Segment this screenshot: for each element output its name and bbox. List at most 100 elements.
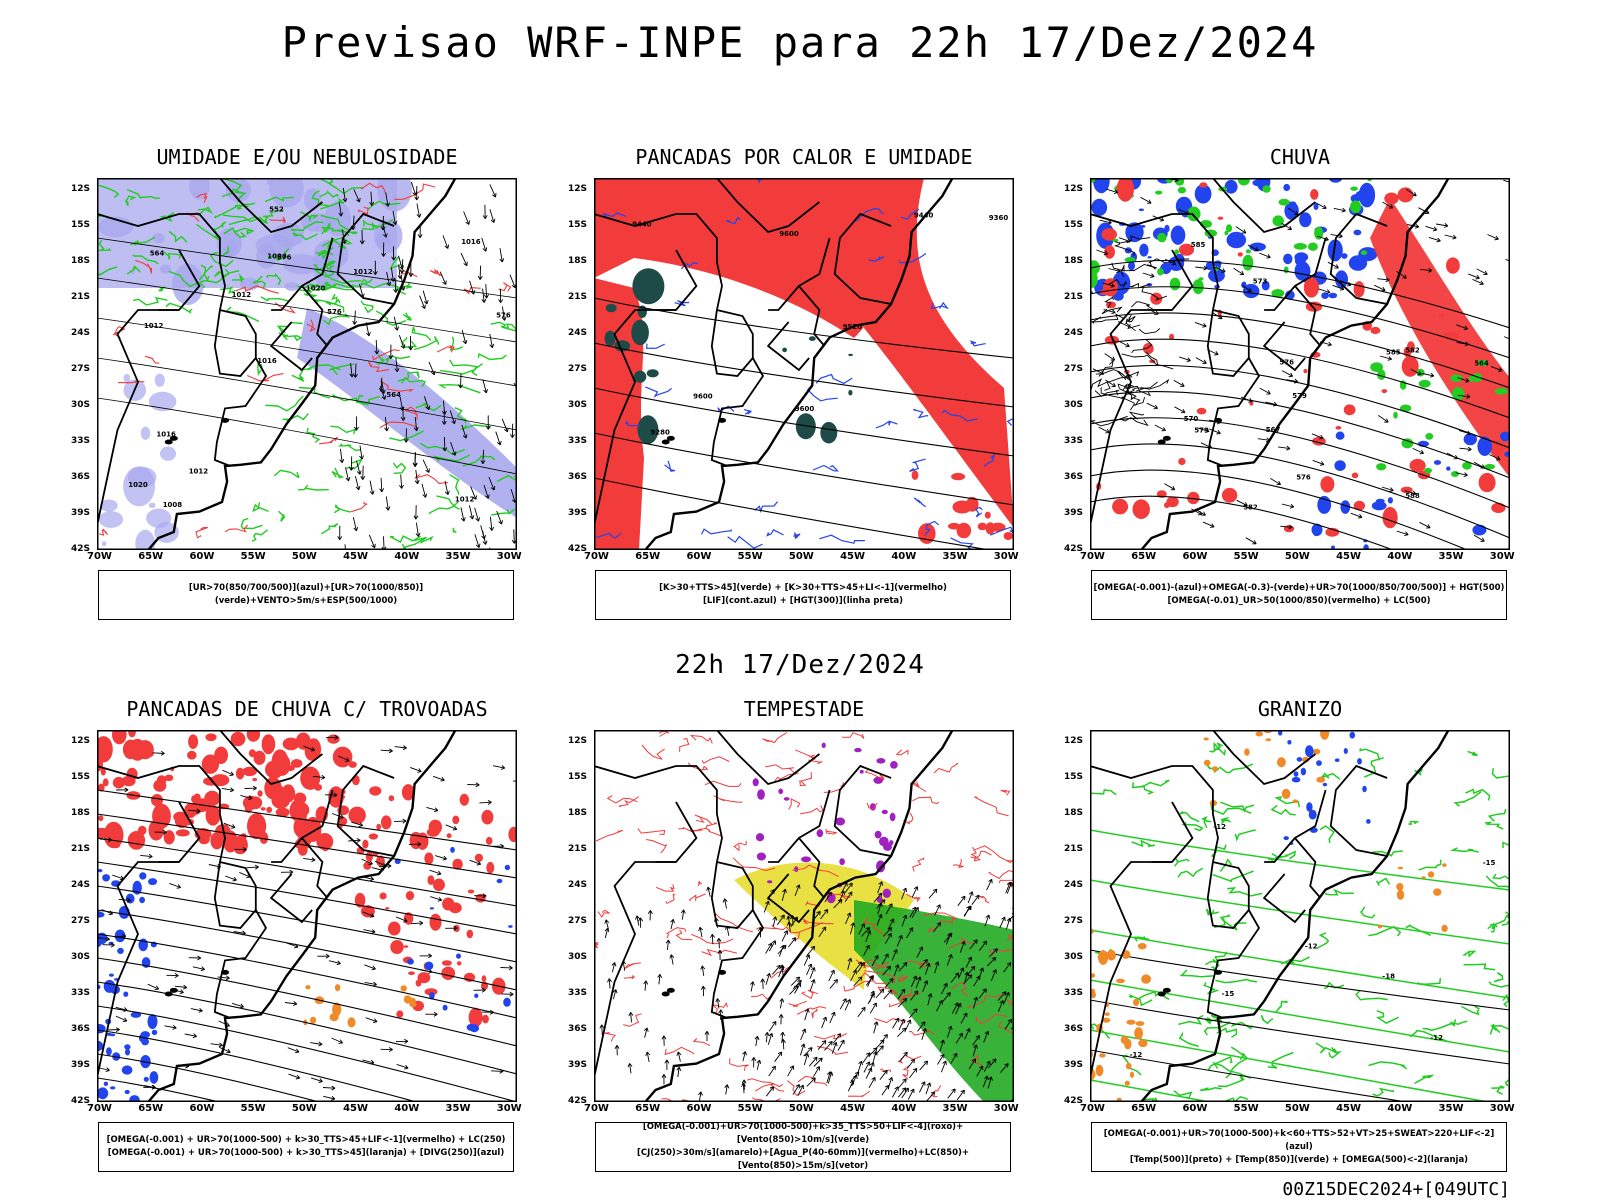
contour-squiggle [775, 926, 800, 934]
field-blob [432, 878, 445, 892]
contour-squiggle [874, 1018, 907, 1026]
contour-squiggle [1414, 1074, 1435, 1084]
wind-vector [892, 1017, 900, 1029]
field-blob [100, 767, 106, 776]
field-blob [1300, 767, 1307, 776]
contour-squiggle [1502, 841, 1510, 849]
field-blob [1349, 731, 1356, 739]
wind-vector [1235, 226, 1247, 234]
field-blob [459, 793, 469, 806]
wind-vector [955, 1032, 963, 1044]
wind-vector [717, 949, 723, 961]
field-blob [752, 778, 759, 787]
contour-squiggle [462, 455, 496, 467]
legend-line: [OMEGA(-0.001) + UR>70(1000-500) + k>30_… [107, 1148, 505, 1158]
field-blob [1199, 182, 1208, 188]
field-blob [127, 466, 157, 488]
contour-squiggle [726, 216, 741, 225]
wind-vector [780, 1031, 786, 1043]
contour-squiggle [299, 364, 341, 371]
field-blob [141, 1037, 149, 1046]
field-blob [835, 817, 846, 826]
field-blob [149, 1071, 159, 1084]
field-blob [1494, 388, 1508, 395]
field-blob [156, 775, 167, 785]
lon-tick-label: 65W [138, 1103, 164, 1114]
wind-vector [1140, 196, 1152, 204]
wind-vector [416, 203, 422, 218]
wind-vector [1327, 261, 1339, 269]
border-line [301, 837, 329, 899]
wind-vector [765, 1086, 775, 1097]
border-line [710, 357, 765, 467]
field-blob [1418, 379, 1431, 388]
field-blob [1401, 438, 1414, 449]
field-blob [139, 872, 147, 880]
lat-tick-label: 15S [568, 772, 588, 782]
wind-vector [1281, 222, 1293, 230]
wind-vector [495, 431, 502, 446]
lat-tick-label: 27S [1064, 916, 1084, 926]
field-blob [97, 1040, 104, 1052]
field-blob [1362, 785, 1367, 793]
contour-squiggle [1227, 887, 1263, 897]
contour-squiggle [300, 211, 320, 223]
lon-tick-label: 50W [1284, 1103, 1310, 1114]
contour-squiggle [1491, 768, 1510, 779]
contour-squiggle [367, 200, 401, 211]
contour-line [97, 1029, 419, 1102]
wind-vector [217, 975, 230, 981]
contour-squiggle [1201, 816, 1212, 829]
wind-vector [698, 1091, 703, 1102]
wind-vector [399, 259, 405, 274]
wind-vector [481, 237, 488, 252]
contour-squiggle [679, 738, 690, 752]
field-blob [126, 767, 138, 781]
wind-vector [828, 969, 835, 982]
wind-vector [794, 884, 801, 897]
wind-vector [1457, 377, 1470, 383]
field-blob [1271, 289, 1285, 298]
field-blob [881, 809, 888, 815]
contour-squiggle [389, 535, 421, 544]
contour-label: 9600 [779, 230, 799, 238]
lat-tick-label: 24S [71, 880, 91, 890]
field-blob [214, 746, 228, 764]
wind-vector [670, 918, 675, 930]
wind-vector [414, 185, 420, 201]
contour-squiggle [1372, 850, 1403, 857]
wind-vector [1010, 1025, 1014, 1030]
wind-vector [885, 903, 893, 915]
field-blob [124, 1089, 130, 1095]
field-blob [1147, 256, 1152, 259]
field-blob [304, 816, 322, 842]
field-blob [1358, 182, 1376, 208]
wind-vector [474, 507, 481, 522]
contour-line [1090, 999, 1510, 1065]
field-blob [1091, 198, 1108, 216]
lat-tick-label: 24S [71, 328, 91, 338]
contour-squiggle [1465, 788, 1491, 801]
border-line [219, 730, 323, 786]
wind-vector [925, 1082, 932, 1095]
wind-vector [957, 895, 966, 907]
contour-line [594, 432, 1014, 506]
field-blob [481, 809, 494, 825]
wind-vector [776, 914, 785, 926]
field-blob [334, 984, 341, 992]
field-blob [205, 733, 217, 742]
wind-vector [910, 975, 918, 988]
wind-vector [429, 869, 442, 876]
wind-vector [413, 416, 419, 432]
contour-squiggle [159, 212, 175, 223]
field-blob [1308, 809, 1317, 820]
wind-vector [492, 765, 506, 770]
lon-tick-label: 45W [343, 551, 369, 562]
wind-vector [354, 476, 361, 491]
contour-squiggle [437, 383, 481, 394]
wind-vector [444, 480, 450, 496]
wind-vector [837, 1039, 845, 1051]
contour-squiggle [223, 226, 247, 238]
wind-vector [963, 971, 970, 984]
wind-vector [873, 892, 883, 903]
